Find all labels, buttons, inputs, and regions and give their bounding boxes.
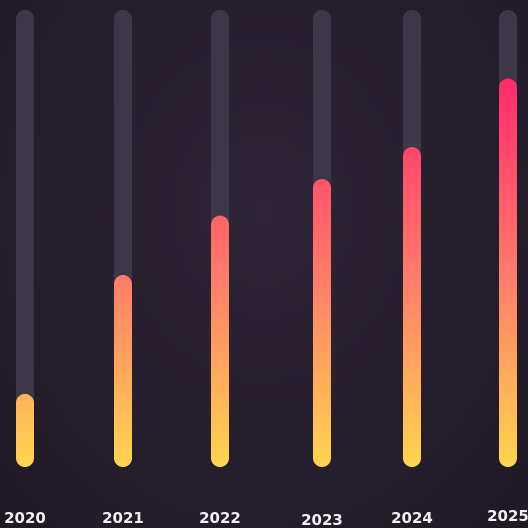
x-tick-label-2022: 2022 (199, 509, 241, 527)
bars (16, 78, 517, 468)
x-tick-label-2023: 2023 (301, 511, 343, 528)
x-tick-label-2020: 2020 (4, 509, 46, 527)
bar-2021 (114, 275, 132, 467)
bar-2024 (403, 147, 421, 467)
bar-tracks (16, 10, 517, 467)
bar-2025 (499, 78, 517, 468)
bar-2023 (313, 179, 331, 467)
x-tick-label-2021: 2021 (102, 509, 144, 527)
x-axis-tick-labels: 2020 2021 2022 2023 2024 2025 (4, 507, 528, 528)
bar-track-2020 (16, 10, 34, 467)
x-tick-label-2024: 2024 (391, 509, 433, 527)
bar-2020 (16, 393, 34, 467)
x-tick-label-2025: 2025 (487, 507, 528, 525)
bar-2022 (211, 215, 229, 467)
